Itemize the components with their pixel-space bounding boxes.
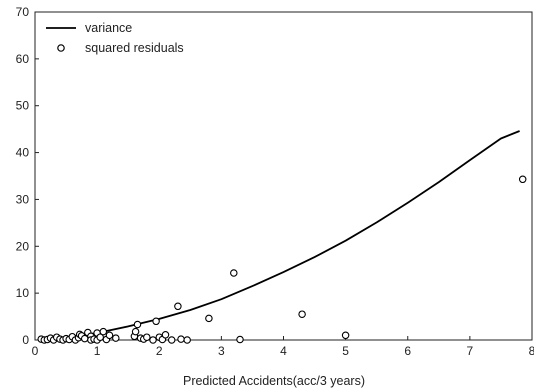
- residual-point: [161, 331, 170, 339]
- x-tick-label: 3: [218, 344, 225, 358]
- x-tick-label: 7: [467, 344, 474, 358]
- plot-frame: [34, 11, 533, 341]
- residual-point: [341, 331, 350, 340]
- x-tick-label: 8: [529, 344, 534, 358]
- x-tick-label: 5: [342, 344, 349, 358]
- y-tick-label: 70: [16, 5, 30, 19]
- residual-point: [236, 335, 244, 344]
- residual-point: [112, 334, 120, 342]
- x-axis-title: Predicted Accidents(acc/3 years): [183, 374, 365, 388]
- x-tick-label: 6: [404, 344, 411, 358]
- residual-point: [131, 327, 140, 336]
- residual-point: [152, 317, 160, 326]
- legend-label-squared-residuals: squared residuals: [85, 41, 184, 55]
- y-tick-label: 10: [16, 286, 30, 300]
- residual-point: [105, 331, 114, 340]
- y-axis: 0 10 20 30 40 50 60 70: [16, 5, 39, 347]
- y-tick-label: 60: [16, 52, 30, 66]
- residual-point: [143, 333, 151, 341]
- x-tick-label: 1: [94, 344, 101, 358]
- y-tick-label: 50: [16, 99, 30, 113]
- y-tick-label: 40: [16, 146, 30, 160]
- data-layer: [37, 130, 527, 344]
- residual-point: [174, 302, 182, 311]
- x-tick-label: 0: [32, 344, 39, 358]
- residual-point: [518, 175, 527, 184]
- residual-point: [133, 320, 142, 329]
- residual-point: [149, 336, 157, 344]
- residual-point: [80, 334, 89, 343]
- legend-marker-swatch: [57, 44, 65, 52]
- residual-point: [230, 269, 238, 277]
- residual-point: [99, 327, 108, 336]
- residual-point: [183, 336, 191, 344]
- legend-label-variance: variance: [85, 21, 132, 35]
- variance-line: [41, 130, 520, 341]
- x-tick-label: 4: [280, 344, 287, 358]
- y-tick-label: 30: [16, 192, 30, 206]
- x-tick-label: 2: [156, 344, 163, 358]
- y-tick-label: 0: [22, 333, 29, 347]
- residual-point: [205, 314, 213, 323]
- y-tick-label: 20: [16, 239, 30, 253]
- residual-point: [167, 336, 176, 344]
- legend: variance squared residuals: [46, 21, 184, 55]
- residual-point: [96, 333, 104, 341]
- residual-point: [298, 310, 306, 318]
- residual-point: [177, 335, 185, 343]
